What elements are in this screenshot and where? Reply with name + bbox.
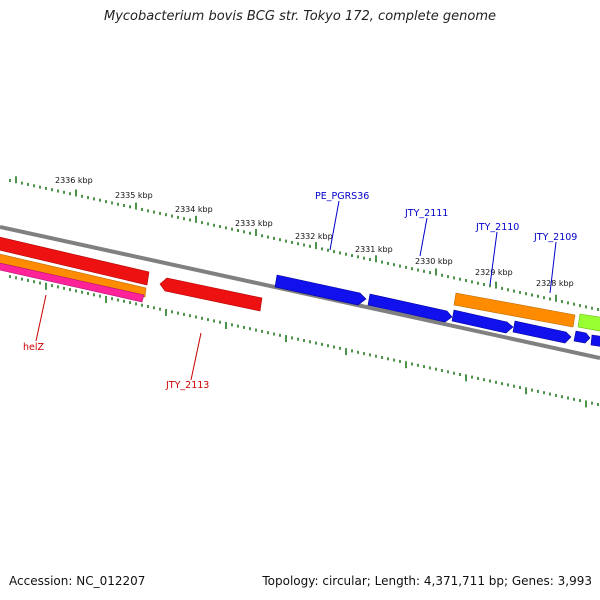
inner-tick-ring [9, 275, 599, 408]
gene-small-blue-1[interactable] [573, 330, 591, 344]
tick-label-2335: 2335 kbp [115, 191, 153, 200]
map-title: Mycobacterium bovis BCG str. Tokyo 172, … [104, 9, 496, 24]
gene-helz-pink[interactable] [0, 262, 145, 303]
label-pe-pgrs36: PE_PGRS36 [315, 191, 369, 202]
tick-label-2328: 2328 kbp [536, 279, 574, 288]
leader-pe-pgrs36 [329, 200, 340, 251]
tick-label-2332: 2332 kbp [295, 232, 333, 241]
gene-pe-pgrs36[interactable] [274, 274, 367, 306]
label-jty-2111: JTY_2111 [404, 208, 448, 219]
leader-jty-2111 [419, 217, 428, 257]
leader-jty-2113 [190, 332, 202, 381]
tick-label-2336: 2336 kbp [55, 176, 93, 185]
gene-jty-2111[interactable] [367, 293, 453, 323]
leader-jty-2110 [489, 231, 498, 286]
label-jty-2110: JTY_2110 [475, 222, 519, 233]
tick-label-2333: 2333 kbp [235, 219, 273, 228]
tick-label-2330: 2330 kbp [415, 257, 453, 266]
gene-lime[interactable] [577, 313, 600, 332]
accession-text: Accession: NC_012207 [9, 574, 146, 588]
gene-jty-2109[interactable] [512, 320, 572, 344]
outer-tick-ring [9, 176, 599, 311]
gene-small-blue-2[interactable] [590, 334, 600, 347]
leader-jty-2109 [549, 241, 557, 294]
tick-label-2329: 2329 kbp [475, 268, 513, 277]
gene-jty-2113[interactable] [159, 277, 263, 312]
gene-helz-red[interactable] [0, 236, 150, 286]
label-jty-2113: JTY_2113 [165, 380, 209, 391]
label-helz: helZ [23, 342, 45, 353]
gene-jty-2110-b[interactable] [451, 309, 514, 334]
gene-jty-2110[interactable] [453, 292, 576, 328]
leader-helz [35, 294, 47, 342]
genome-summary-text: Topology: circular; Length: 4,371,711 bp… [262, 574, 592, 588]
gene-helz-orange[interactable] [0, 253, 147, 298]
tick-label-2331: 2331 kbp [355, 245, 393, 254]
tick-label-2334: 2334 kbp [175, 205, 213, 214]
label-jty-2109: JTY_2109 [533, 232, 577, 243]
